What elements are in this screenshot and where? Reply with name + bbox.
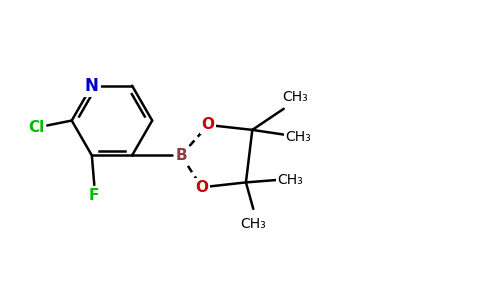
- Text: CH₃: CH₃: [241, 217, 266, 231]
- Text: CH₃: CH₃: [282, 89, 308, 103]
- Text: F: F: [89, 188, 100, 203]
- Text: CH₃: CH₃: [277, 173, 303, 187]
- Text: O: O: [195, 180, 208, 195]
- Text: Cl: Cl: [28, 120, 45, 135]
- Text: N: N: [85, 77, 99, 95]
- Text: B: B: [175, 148, 187, 163]
- Text: CH₃: CH₃: [285, 130, 311, 144]
- Text: O: O: [202, 118, 214, 133]
